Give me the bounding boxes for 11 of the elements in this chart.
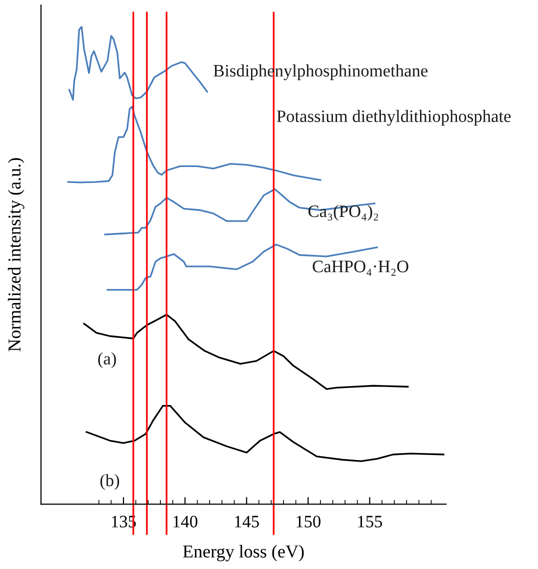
x-axis-title: Energy loss (eV) — [183, 544, 304, 562]
series-label: Ca₃(PO₄)₂ — [308, 204, 378, 221]
x-tick-label: 150 — [296, 516, 320, 528]
x-tick-label: 155 — [358, 516, 382, 528]
x-tick-label: 145 — [235, 516, 259, 528]
y-axis-title: Normalized intensity (a.u.) — [8, 158, 24, 352]
text: Potassium diethyldithiophosphate — [276, 110, 511, 126]
series-label: (b) — [100, 474, 120, 490]
series-label: (a) — [98, 352, 116, 368]
series-label: CaHPO₄·H₂O — [312, 260, 408, 276]
x-tick-label: 140 — [174, 516, 198, 528]
